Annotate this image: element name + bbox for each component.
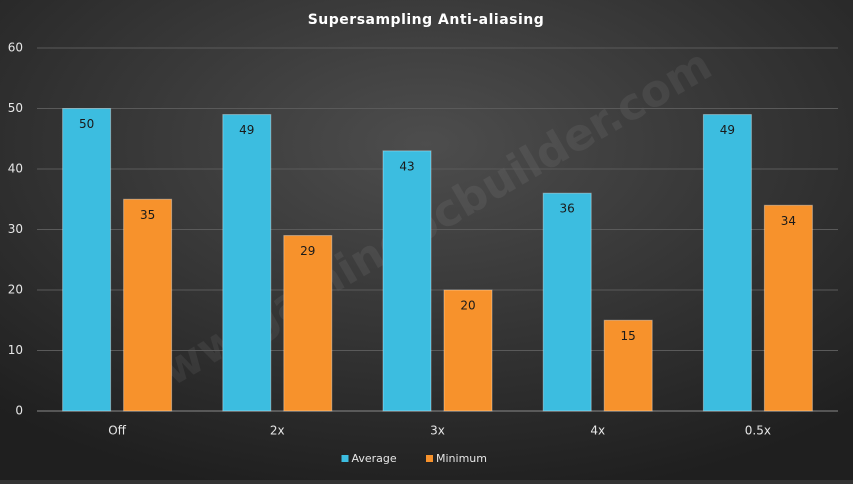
y-tick-label: 40: [8, 162, 23, 176]
chart-title: Supersampling Anti-aliasing: [308, 12, 545, 28]
data-label: 34: [781, 214, 796, 228]
data-label: 29: [300, 244, 315, 258]
y-tick-label: 0: [15, 404, 23, 418]
y-tick-label: 20: [8, 283, 23, 297]
legend-swatch: [341, 455, 349, 462]
data-label: 49: [720, 123, 735, 137]
legend-label: Average: [352, 452, 397, 465]
x-tick-label: 0.5x: [745, 424, 771, 438]
bar: [603, 319, 653, 412]
bar: [763, 204, 813, 412]
data-label: 35: [140, 208, 155, 222]
bar: [382, 150, 432, 412]
bar: [222, 114, 272, 412]
x-tick-label: 3x: [430, 424, 445, 438]
legend-swatch: [426, 455, 433, 462]
data-label: 15: [621, 329, 636, 343]
data-label: 36: [560, 202, 575, 216]
bar: [443, 289, 493, 412]
bar: [702, 114, 752, 412]
data-label: 50: [79, 117, 94, 131]
data-label: 49: [239, 123, 254, 137]
bar: [542, 192, 592, 412]
y-tick-label: 30: [8, 222, 23, 236]
data-label: 20: [460, 299, 475, 313]
bar: [123, 198, 173, 412]
data-label: 43: [399, 159, 414, 173]
x-tick-label: 2x: [270, 424, 285, 438]
x-tick-label: 4x: [590, 424, 605, 438]
bar: [62, 108, 112, 412]
y-tick-label: 60: [8, 41, 23, 55]
bar: [283, 235, 333, 412]
y-tick-label: 10: [8, 343, 23, 357]
legend-label: Minimum: [436, 452, 487, 465]
x-tick-label: Off: [108, 424, 126, 438]
y-tick-label: 50: [8, 101, 23, 115]
